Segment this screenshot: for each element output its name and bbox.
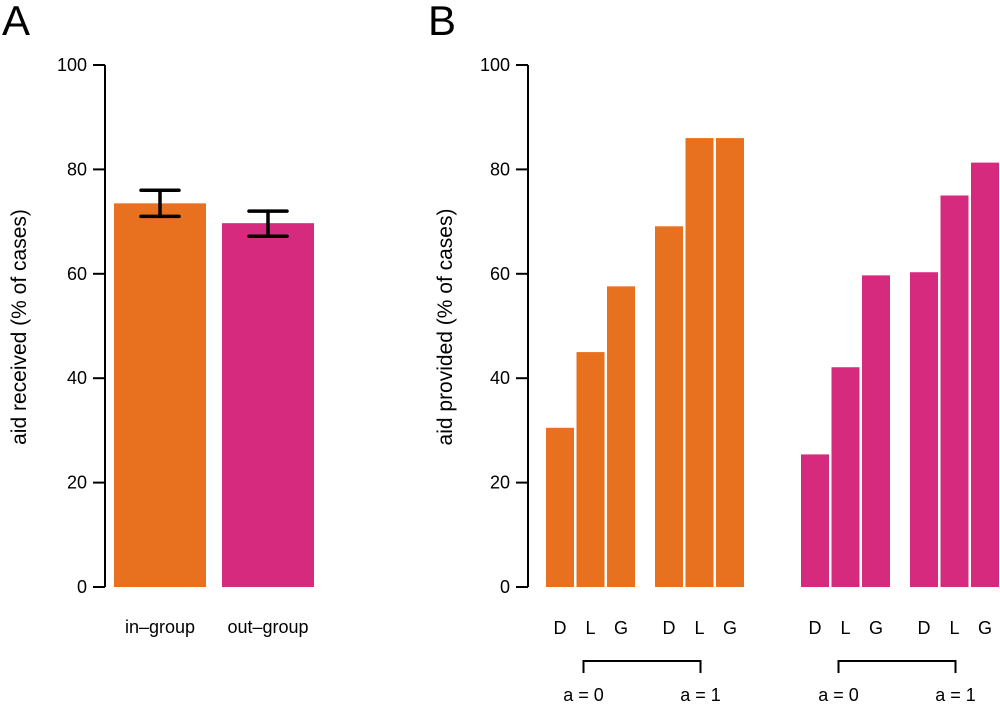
panel-b-bar-out-group-a0-L — [831, 367, 860, 587]
panel-b-y-tick-label: 60 — [490, 264, 510, 284]
panel-b-x-tick-label: D — [809, 618, 822, 638]
panel-a-y-tick-label: 40 — [67, 368, 87, 388]
panel-a-y-tick-label: 60 — [67, 264, 87, 284]
panel-b-bar-in-group-a1-L — [685, 138, 714, 587]
panel-b-y-tick-label: 100 — [480, 55, 510, 75]
panel-label-b: B — [428, 0, 456, 44]
panel-a-x-tick-label: in–group — [125, 617, 195, 637]
panel-b-x-tick-label: L — [949, 618, 959, 638]
panel-b-y-tick-label: 40 — [490, 368, 510, 388]
panel-b-bar-in-group-a0-L — [576, 352, 605, 587]
panel-a-y-tick-label: 0 — [77, 577, 87, 597]
panel-a-y-axis-title: aid received (% of cases) — [8, 209, 31, 445]
panel-b-y-tick-label: 80 — [490, 159, 510, 179]
panel-b-condition-bracket — [837, 660, 957, 673]
panel-b-bar-out-group-a0-D — [801, 454, 829, 587]
panel-b-bar-out-group-a1-L — [940, 195, 969, 587]
panel-b-bar-out-group-a0-G — [862, 275, 890, 587]
panel-b-y-axis-title: aid provided (% of cases) — [434, 209, 457, 446]
panel-b-x-tick-label: G — [614, 618, 628, 638]
panel-b-x-tick-label: D — [663, 618, 676, 638]
panel-a-x-tick-label: out–group — [227, 617, 308, 637]
panel-a-y-tick-label: 80 — [67, 159, 87, 179]
panel-b-x-tick-label: L — [585, 618, 595, 638]
panel-b-condition-label: a = 1 — [680, 685, 721, 705]
panel-b-x-tick-label: G — [869, 618, 883, 638]
panel-b-x-tick-label: G — [978, 618, 992, 638]
panel-b-x-tick-label: L — [694, 618, 704, 638]
panel-b-bar-in-group-a0-G — [607, 286, 635, 587]
panel-b-x-tick-label: D — [918, 618, 931, 638]
panel-label-a: A — [2, 0, 30, 44]
panel-b-x-tick-label: L — [840, 618, 850, 638]
panel-b-condition-label: a = 0 — [563, 685, 604, 705]
panel-b-bar-in-group-a0-D — [546, 427, 574, 587]
panel-a-bar-in-group — [114, 203, 206, 587]
panel-b-x-tick-label: G — [723, 618, 737, 638]
panel-b-y-tick-label: 0 — [500, 577, 510, 597]
panel-a-chart: aid received (% of cases) 0 20 40 60 80 100 in… — [8, 55, 314, 637]
panel-b-bar-in-group-a1-D — [655, 226, 683, 587]
panel-a-y-tick-label: 100 — [57, 55, 87, 75]
panel-b-condition-bracket — [582, 660, 702, 673]
panel-a-y-tick-label: 20 — [67, 473, 87, 493]
panel-b-y-tick-label: 20 — [490, 473, 510, 493]
panel-b-condition-label: a = 0 — [818, 685, 859, 705]
panel-b-x-tick-label: D — [554, 618, 567, 638]
panel-b-bar-in-group-a1-G — [716, 138, 744, 587]
panel-a-bar-out-group — [222, 223, 314, 587]
panel-b-bar-out-group-a1-G — [971, 162, 999, 587]
panel-b-bar-out-group-a1-D — [910, 272, 938, 587]
panel-b-condition-label: a = 1 — [935, 685, 976, 705]
